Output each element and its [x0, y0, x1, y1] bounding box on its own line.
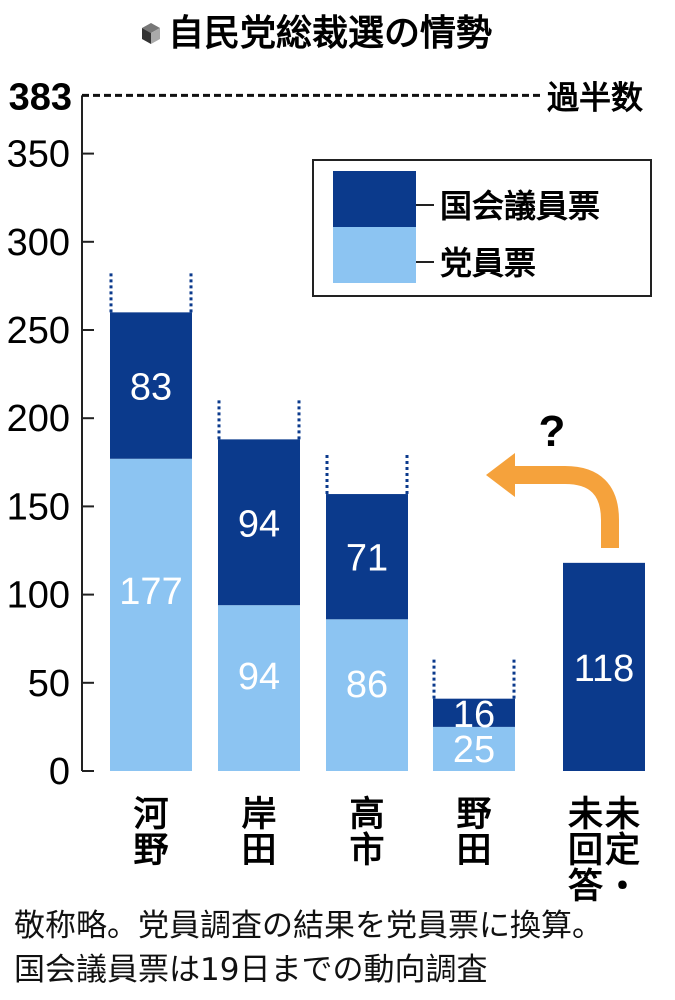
x-category-label: 未 [568, 795, 603, 835]
arrow-head [486, 453, 515, 497]
data-label-member-votes: 25 [453, 729, 495, 771]
legend-label-diet-votes: 国会議員票 [440, 187, 600, 225]
bar-diet-votes [563, 562, 645, 771]
cube-icon [142, 23, 160, 44]
data-label-member-votes: 94 [238, 656, 280, 698]
legend-label-member-votes: 党員票 [440, 244, 536, 282]
footnote-line-1: 敬称略。党員調査の結果を党員票に換算。 [14, 908, 603, 944]
y-tick-label: 50 [28, 663, 70, 705]
y-tick-label: 350 [7, 134, 70, 176]
unknown-mark: ? [539, 407, 566, 456]
y-tick-label: 200 [7, 398, 70, 440]
data-label-diet-votes: 16 [453, 694, 495, 736]
majority-value-label: 383 [9, 76, 72, 118]
bar-member-votes [433, 726, 515, 771]
x-category-label: 高 [349, 795, 384, 835]
data-label-member-votes: 177 [119, 571, 182, 613]
bar-diet-votes [110, 312, 192, 459]
x-category-label: 野 [133, 831, 168, 871]
legend-swatch-member-votes [333, 227, 416, 283]
x-category-label: 河 [133, 795, 168, 835]
arrow-shaft [510, 466, 619, 548]
bar-member-votes [218, 605, 300, 771]
y-tick-label: 0 [49, 751, 70, 793]
majority-label: 過半数 [547, 78, 644, 116]
data-label-member-votes: 86 [346, 664, 388, 706]
bar-diet-votes [218, 439, 300, 606]
data-label-diet-votes: 83 [130, 367, 172, 409]
y-tick-label: 150 [7, 486, 70, 528]
title: 自民党総裁選の情勢 [142, 13, 492, 54]
chart-title: 自民党総裁選の情勢 [168, 13, 492, 54]
x-category-label: 野 [456, 795, 491, 835]
bar-diet-votes [326, 494, 408, 620]
bar-diet-votes [433, 698, 515, 727]
data-label-diet-votes: 71 [346, 538, 388, 580]
x-category-label: 田 [456, 831, 491, 871]
y-tick-label: 300 [7, 222, 70, 264]
bar-member-votes [110, 458, 192, 771]
data-label-diet-votes: 94 [238, 503, 280, 545]
legend-swatch-diet-votes [333, 171, 416, 227]
x-category-label: 田 [241, 831, 276, 871]
y-tick-label: 100 [7, 575, 70, 617]
x-category-label: 未 [605, 795, 640, 835]
x-category-label: 岸 [241, 795, 276, 835]
data-label-diet-votes: 118 [574, 648, 635, 690]
bar-member-votes [326, 619, 408, 771]
x-category-label: 市 [349, 831, 384, 871]
x-category-label: 定 [605, 831, 640, 871]
x-category-label: 回 [568, 831, 603, 871]
x-category-label: 答 [568, 867, 604, 907]
y-tick-label: 250 [7, 310, 70, 352]
footnote-line-2: 国会議員票は19日までの動向調査 [14, 952, 488, 988]
x-category-label: ・ [605, 867, 640, 907]
